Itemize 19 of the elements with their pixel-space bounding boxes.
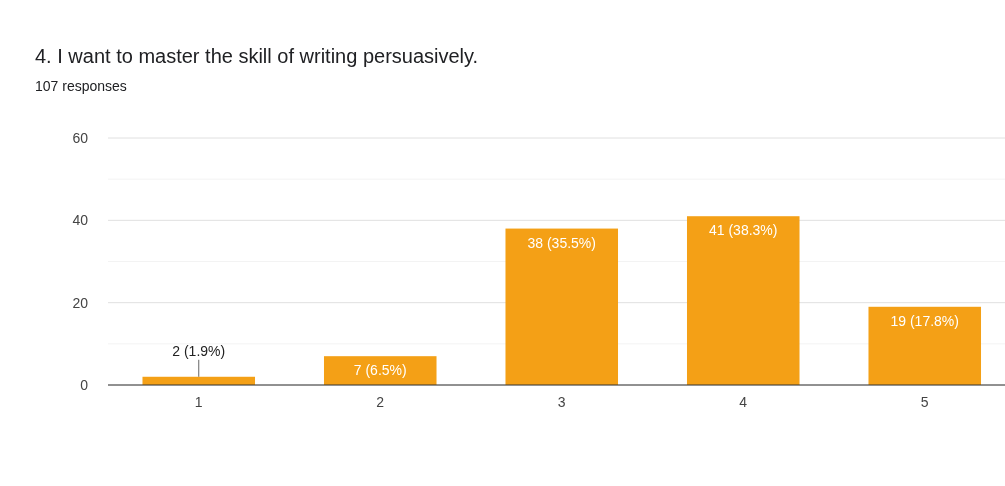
bar — [505, 228, 619, 385]
chart-title: 4. I want to master the skill of writing persuasively. — [35, 45, 479, 67]
x-tick-label: 1 — [194, 393, 203, 410]
data-label: 41 (38.3%) — [709, 222, 778, 239]
chart-subtitle: 107 responses — [35, 78, 127, 94]
x-tick-label: 2 — [376, 393, 385, 410]
y-tick-label: 60 — [72, 129, 89, 146]
x-tick-label: 5 — [920, 393, 929, 410]
data-label: 38 (35.5%) — [527, 234, 596, 251]
x-tick-label: 3 — [557, 393, 566, 410]
bar — [686, 216, 800, 385]
y-tick-label: 0 — [80, 376, 89, 393]
bar — [868, 306, 982, 385]
y-tick-label: 40 — [72, 212, 89, 229]
data-label: 7 (6.5%) — [353, 362, 407, 379]
x-tick-label: 4 — [739, 393, 748, 410]
y-tick-label: 20 — [72, 294, 89, 311]
data-label: 2 (1.9%) — [172, 342, 226, 359]
data-label: 19 (17.8%) — [890, 312, 959, 329]
